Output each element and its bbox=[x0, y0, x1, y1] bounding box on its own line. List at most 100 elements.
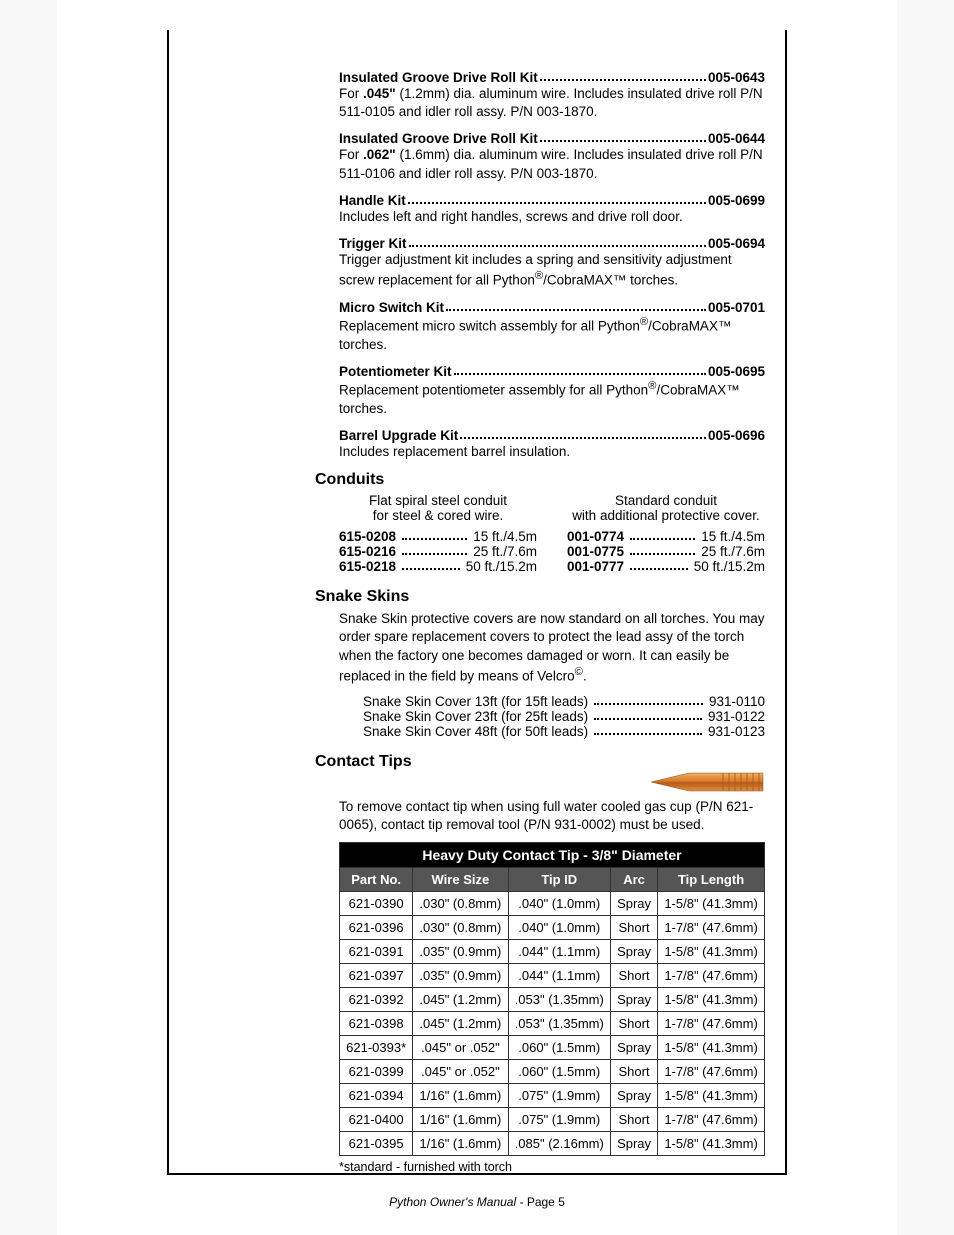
conduit-part-number: 615-0216 bbox=[339, 544, 396, 559]
table-cell: 1/16" (1.6mm) bbox=[413, 1131, 508, 1155]
kit-description: For .062" (1.6mm) dia. aluminum wire. In… bbox=[339, 146, 765, 182]
conduit-row: 615-0208 15 ft./4.5m bbox=[339, 529, 537, 544]
table-cell: Short bbox=[611, 1059, 658, 1083]
table-cell: 621-0392 bbox=[340, 987, 413, 1011]
table-cell: 1/16" (1.6mm) bbox=[413, 1107, 508, 1131]
table-cell: 1-5/8" (41.3mm) bbox=[658, 1131, 765, 1155]
page: Insulated Groove Drive Roll Kit005-0643 F… bbox=[57, 0, 897, 1235]
table-header-cell: Arc bbox=[611, 867, 658, 891]
table-cell: Spray bbox=[611, 987, 658, 1011]
table-header-cell: Tip Length bbox=[658, 867, 765, 891]
kit-description: Replacement micro switch assembly for al… bbox=[339, 315, 765, 354]
kit-name: Micro Switch Kit bbox=[339, 300, 444, 315]
text: for steel & cored wire. bbox=[373, 508, 504, 523]
snake-skin-label: Snake Skin Cover 23ft (for 25ft leads) bbox=[363, 709, 588, 724]
conduit-length: 50 ft./15.2m bbox=[466, 559, 537, 574]
conduit-length: 25 ft./7.6m bbox=[701, 544, 765, 559]
conduit-length: 15 ft./4.5m bbox=[701, 529, 765, 544]
table-cell: .060" (1.5mm) bbox=[508, 1059, 611, 1083]
table-cell: 1-5/8" (41.3mm) bbox=[658, 1083, 765, 1107]
table-cell: 1-5/8" (41.3mm) bbox=[658, 987, 765, 1011]
kit-part-number: 005-0695 bbox=[708, 364, 765, 379]
snake-skin-row: Snake Skin Cover 13ft (for 15ft leads) 9… bbox=[363, 694, 765, 709]
table-row: 621-0396.030" (0.8mm).040" (1.0mm)Short1… bbox=[340, 915, 765, 939]
table-cell: Spray bbox=[611, 1131, 658, 1155]
snake-skin-label: Snake Skin Cover 48ft (for 50ft leads) bbox=[363, 724, 588, 739]
content-frame: Insulated Groove Drive Roll Kit005-0643 F… bbox=[167, 30, 787, 1175]
conduit-part-number: 615-0208 bbox=[339, 529, 396, 544]
snake-skins-list: Snake Skin Cover 13ft (for 15ft leads) 9… bbox=[339, 694, 765, 739]
table-row: 621-0392.045" (1.2mm).053" (1.35mm)Spray… bbox=[340, 987, 765, 1011]
snake-skin-row: Snake Skin Cover 23ft (for 25ft leads) 9… bbox=[363, 709, 765, 724]
kit-line: Handle Kit005-0699 bbox=[339, 193, 765, 208]
conduit-row: 615-0218 50 ft./15.2m bbox=[339, 559, 537, 574]
table-cell: Short bbox=[611, 1107, 658, 1131]
kit-part-number: 005-0694 bbox=[708, 236, 765, 251]
kit-description: Includes left and right handles, screws … bbox=[339, 208, 765, 226]
kit-line: Insulated Groove Drive Roll Kit005-0643 bbox=[339, 70, 765, 85]
table-cell: .035" (0.9mm) bbox=[413, 963, 508, 987]
table-row: 621-0390.030" (0.8mm).040" (1.0mm)Spray1… bbox=[340, 891, 765, 915]
table-row: 621-03951/16" (1.6mm).085" (2.16mm)Spray… bbox=[340, 1131, 765, 1155]
conduits-right-header: Standard conduit with additional protect… bbox=[567, 493, 765, 523]
table-row: 621-0391.035" (0.9mm).044" (1.1mm)Spray1… bbox=[340, 939, 765, 963]
table-cell: .053" (1.35mm) bbox=[508, 1011, 611, 1035]
text: with additional protective cover. bbox=[572, 508, 760, 523]
conduits-heading: Conduits bbox=[315, 471, 765, 489]
table-row: 621-03941/16" (1.6mm).075" (1.9mm)Spray1… bbox=[340, 1083, 765, 1107]
text: Flat spiral steel conduit bbox=[369, 493, 507, 508]
conduits-left-header: Flat spiral steel conduit for steel & co… bbox=[339, 493, 537, 523]
conduit-length: 25 ft./7.6m bbox=[473, 544, 537, 559]
table-cell: .045" or .052" bbox=[413, 1059, 508, 1083]
table-cell: 621-0391 bbox=[340, 939, 413, 963]
table-title: Heavy Duty Contact Tip - 3/8" Diameter bbox=[340, 842, 765, 867]
snake-skin-label: Snake Skin Cover 13ft (for 15ft leads) bbox=[363, 694, 588, 709]
snake-skins-description: Snake Skin protective covers are now sta… bbox=[339, 610, 765, 685]
table-row: 621-0399.045" or .052".060" (1.5mm)Short… bbox=[340, 1059, 765, 1083]
contact-tips-intro: To remove contact tip when using full wa… bbox=[339, 798, 765, 834]
table-cell: Short bbox=[611, 963, 658, 987]
conduit-part-number: 001-0775 bbox=[567, 544, 624, 559]
snake-skins-heading: Snake Skins bbox=[315, 588, 765, 606]
kit-part-number: 005-0644 bbox=[708, 131, 765, 146]
text: Standard conduit bbox=[615, 493, 717, 508]
table-cell: 1-7/8" (47.6mm) bbox=[658, 1059, 765, 1083]
table-cell: 621-0390 bbox=[340, 891, 413, 915]
table-cell: 1/16" (1.6mm) bbox=[413, 1083, 508, 1107]
table-cell: .040" (1.0mm) bbox=[508, 891, 611, 915]
kit-name: Potentiometer Kit bbox=[339, 364, 452, 379]
table-cell: 1-7/8" (47.6mm) bbox=[658, 915, 765, 939]
kits-list: Insulated Groove Drive Roll Kit005-0643 F… bbox=[339, 70, 765, 461]
conduits-headers: Flat spiral steel conduit for steel & co… bbox=[339, 493, 765, 523]
table-cell: .045" (1.2mm) bbox=[413, 1011, 508, 1035]
conduit-part-number: 001-0777 bbox=[567, 559, 624, 574]
conduit-row: 001-0775 25 ft./7.6m bbox=[567, 544, 765, 559]
kit-part-number: 005-0701 bbox=[708, 300, 765, 315]
table-row: 621-0393*.045" or .052".060" (1.5mm)Spra… bbox=[340, 1035, 765, 1059]
table-row: 621-0397.035" (0.9mm).044" (1.1mm)Short1… bbox=[340, 963, 765, 987]
table-cell: 621-0399 bbox=[340, 1059, 413, 1083]
kit-name: Trigger Kit bbox=[339, 236, 407, 251]
kit-part-number: 005-0699 bbox=[708, 193, 765, 208]
kit-description: Replacement potentiometer assembly for a… bbox=[339, 379, 765, 418]
table-cell: .045" (1.2mm) bbox=[413, 987, 508, 1011]
table-cell: Spray bbox=[611, 1035, 658, 1059]
kit-line: Potentiometer Kit 005-0695 bbox=[339, 364, 765, 379]
table-cell: 1-7/8" (47.6mm) bbox=[658, 1107, 765, 1131]
conduit-part-number: 615-0218 bbox=[339, 559, 396, 574]
table-cell: 621-0400 bbox=[340, 1107, 413, 1131]
table-cell: .040" (1.0mm) bbox=[508, 915, 611, 939]
conduit-part-number: 001-0774 bbox=[567, 529, 624, 544]
table-cell: 621-0396 bbox=[340, 915, 413, 939]
table-cell: .085" (2.16mm) bbox=[508, 1131, 611, 1155]
conduit-row: 615-0216 25 ft./7.6m bbox=[339, 544, 537, 559]
table-cell: Spray bbox=[611, 1083, 658, 1107]
conduit-row: 001-0777 50 ft./15.2m bbox=[567, 559, 765, 574]
conduit-length: 15 ft./4.5m bbox=[473, 529, 537, 544]
table-cell: Spray bbox=[611, 891, 658, 915]
table-cell: .075" (1.9mm) bbox=[508, 1083, 611, 1107]
snake-skin-part-number: 931-0123 bbox=[708, 724, 765, 739]
kit-description: Includes replacement barrel insulation. bbox=[339, 443, 765, 461]
table-header-cell: Part No. bbox=[340, 867, 413, 891]
table-cell: 1-7/8" (47.6mm) bbox=[658, 963, 765, 987]
